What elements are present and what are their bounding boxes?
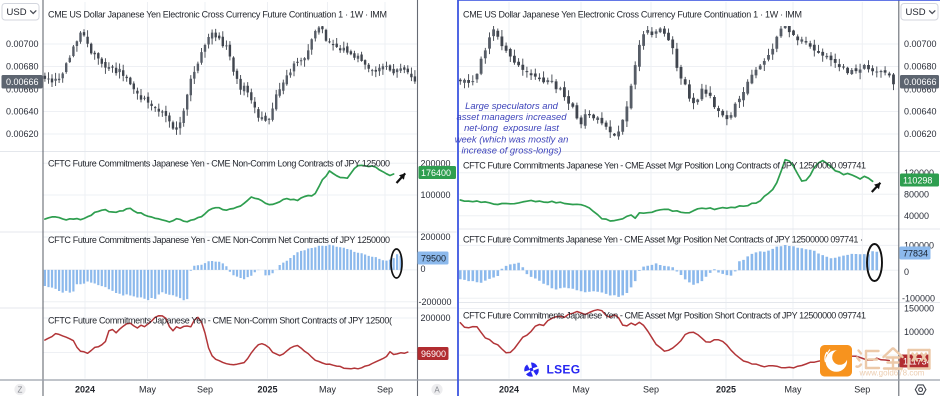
svg-text:-100000: -100000 [902,293,935,303]
svg-text:A: A [434,386,440,395]
svg-text:0: 0 [421,264,426,274]
svg-text:CFTC Future Commitments Japane: CFTC Future Commitments Japanese Yen - C… [463,235,863,245]
svg-text:110298: 110298 [903,176,932,186]
svg-text:150000: 150000 [904,304,934,314]
svg-text:96900: 96900 [421,349,446,359]
svg-text:CME US Dollar Japanese Yen Ele: CME US Dollar Japanese Yen Electronic Cr… [48,10,387,20]
svg-text:May: May [139,385,157,395]
svg-text:Large speculators and: Large speculators and [465,100,559,111]
svg-text:LSEG: LSEG [547,363,581,377]
svg-text:80000: 80000 [904,189,929,199]
svg-text:0.00640: 0.00640 [6,107,39,117]
svg-text:0.00666: 0.00666 [904,77,937,87]
svg-text:0.00680: 0.00680 [904,62,937,72]
svg-text:77834: 77834 [903,249,928,259]
svg-text:100000: 100000 [421,190,451,200]
svg-text:CFTC Future Commitments Japane: CFTC Future Commitments Japanese Yen - C… [463,161,866,171]
svg-text:Sep: Sep [377,385,393,395]
svg-text:0: 0 [904,267,909,277]
svg-text:Sep: Sep [197,385,213,395]
svg-text:2025: 2025 [716,385,736,395]
svg-text:0.00700: 0.00700 [904,39,937,49]
svg-text:-200000: -200000 [419,297,452,307]
svg-text:May: May [784,385,802,395]
svg-text:200000: 200000 [421,313,451,323]
svg-text:200000: 200000 [421,158,451,168]
svg-text:176400: 176400 [421,168,451,178]
svg-text:www.gold678.com: www.gold678.com [859,369,925,378]
svg-text:79500: 79500 [421,254,446,264]
svg-text:0.00620: 0.00620 [904,129,937,139]
svg-text:Z: Z [18,386,23,395]
svg-text:0.00680: 0.00680 [6,62,39,72]
svg-text:CME US Dollar Japanese Yen Ele: CME US Dollar Japanese Yen Electronic Cr… [463,10,802,20]
svg-text:2025: 2025 [257,385,277,395]
svg-text:200000: 200000 [421,232,451,242]
svg-text:USD: USD [7,7,27,18]
svg-text:May: May [572,385,590,395]
svg-text:CFTC Future Commitments Japane: CFTC Future Commitments Japanese Yen - C… [48,235,390,245]
svg-text:111734: 111734 [903,357,932,367]
svg-text:100000: 100000 [904,327,934,337]
svg-text:0.00666: 0.00666 [6,77,39,87]
svg-text:100000: 100000 [904,241,934,251]
svg-text:Sep: Sep [854,385,870,395]
svg-text:0.00640: 0.00640 [904,107,937,117]
svg-text:40000: 40000 [904,211,929,221]
svg-text:CFTC Future Commitments Japane: CFTC Future Commitments Japanese Yen - C… [48,159,390,169]
svg-text:asset managers increased: asset managers increased [457,111,568,122]
svg-text:120000: 120000 [904,168,934,178]
svg-text:increase of gross-longs): increase of gross-longs) [461,145,561,156]
svg-text:May: May [319,385,337,395]
svg-text:0.00660: 0.00660 [6,85,39,95]
svg-text:CFTC Future Commitments Japane: CFTC Future Commitments Japanese Yen - C… [48,316,392,326]
svg-text:week (which was mostly an: week (which was mostly an [455,133,569,144]
svg-text:0.00620: 0.00620 [6,129,39,139]
svg-text:0.00700: 0.00700 [6,39,39,49]
svg-text:net-long exposure last: net-long exposure last [464,122,559,133]
svg-text:USD: USD [906,7,926,18]
svg-text:0.00660: 0.00660 [904,85,937,95]
svg-text:2024: 2024 [75,385,95,395]
svg-text:Sep: Sep [643,385,659,395]
svg-text:2024: 2024 [499,385,519,395]
svg-text:CFTC Future Commitments Japane: CFTC Future Commitments Japanese Yen - C… [463,311,866,321]
